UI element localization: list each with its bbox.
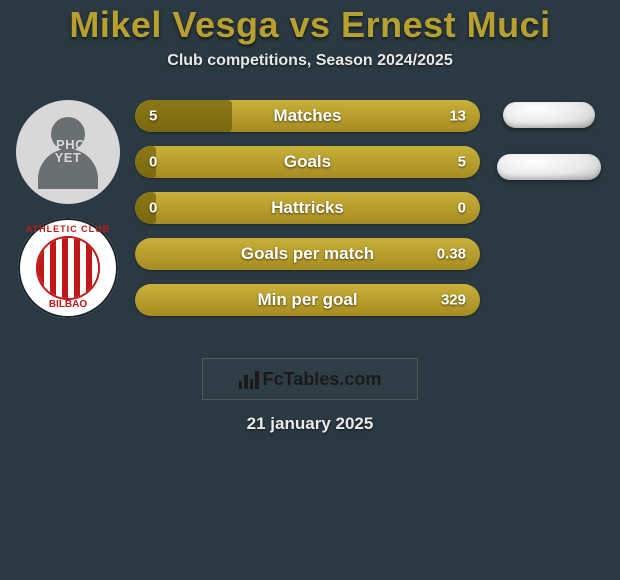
stat-oval: [503, 102, 595, 128]
source-text: FcTables.com: [263, 369, 382, 390]
crest-inner: [36, 236, 100, 300]
stat-bar: 0 Hattricks 0: [135, 192, 480, 224]
stat-right-value: 0: [458, 200, 466, 217]
comparison-card: Mikel Vesga vs Ernest Muci Club competit…: [0, 0, 620, 434]
source-badge[interactable]: FcTables.com: [202, 358, 418, 400]
stat-label: Matches: [273, 106, 341, 126]
club-crest: ATHLETIC CLUB BILBAO: [18, 218, 118, 318]
crest-bottom-text: BILBAO: [49, 299, 87, 310]
stat-oval: [497, 154, 601, 180]
crest-top-text: ATHLETIC CLUB: [26, 224, 110, 234]
stat-bar: 0 Goals 5: [135, 146, 480, 178]
stat-label: Goals: [284, 152, 331, 172]
stat-left-value: 0: [149, 154, 157, 171]
stat-left-value: 5: [149, 108, 157, 125]
stat-right-value: 329: [441, 292, 466, 309]
page-subtitle: Club competitions, Season 2024/2025: [0, 52, 620, 70]
stat-label: Min per goal: [257, 290, 357, 310]
avatar-column: NO PHOTOYET ATHLETIC CLUB BILBAO: [8, 100, 128, 318]
bars-icon: [239, 369, 259, 389]
main-area: NO PHOTOYET ATHLETIC CLUB BILBAO 5 Matche…: [0, 100, 620, 350]
page-title: Mikel Vesga vs Ernest Muci: [0, 4, 620, 46]
stat-bar: 5 Matches 13: [135, 100, 480, 132]
stat-right-value: 13: [449, 108, 466, 125]
stat-right-value: 5: [458, 154, 466, 171]
stat-bar: Min per goal 329: [135, 284, 480, 316]
stat-label: Goals per match: [241, 244, 374, 264]
avatar-placeholder-text: NO PHOTOYET: [16, 138, 120, 164]
stat-bar: Goals per match 0.38: [135, 238, 480, 270]
player-avatar-placeholder: NO PHOTOYET: [16, 100, 120, 204]
stat-bars: 5 Matches 13 0 Goals 5 0 Hattricks 0 Goals per ma…: [135, 100, 480, 330]
stat-label: Hattricks: [271, 198, 344, 218]
stat-right-value: 0.38: [437, 246, 466, 263]
stat-left-value: 0: [149, 200, 157, 217]
stat-ovals: [491, 100, 606, 200]
crest-stripes-icon: [38, 238, 98, 298]
snapshot-date: 21 january 2025: [0, 414, 620, 434]
